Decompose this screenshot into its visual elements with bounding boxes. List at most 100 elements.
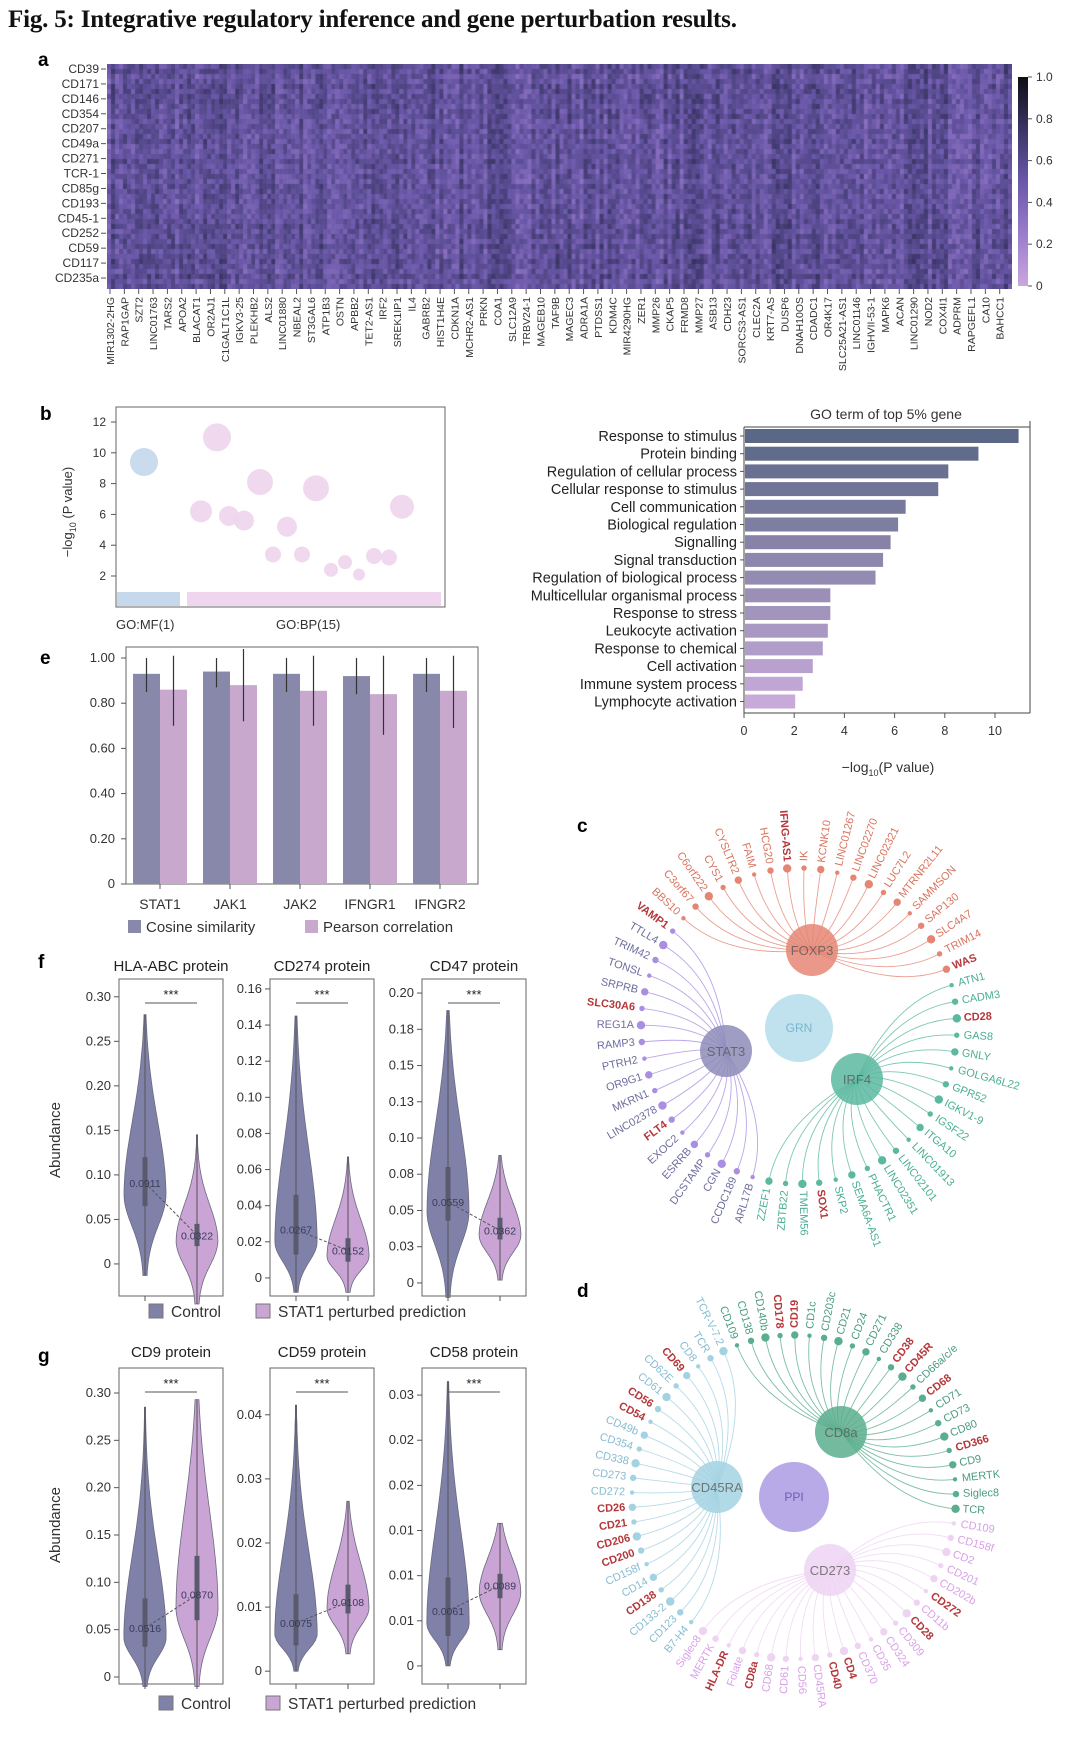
leaf-node — [692, 903, 699, 910]
leaf-node — [926, 935, 936, 944]
leaf-node — [712, 1635, 719, 1642]
leaf-node — [639, 1005, 645, 1012]
median-label: 0.0152 — [332, 1245, 364, 1257]
x-axis-label-sub: 10 — [869, 768, 879, 778]
leaf-node — [811, 1653, 820, 1662]
heatmap-row-label: CD171 — [62, 77, 100, 91]
colorbar-tick-label: 1.0 — [1036, 70, 1053, 84]
leaf-node — [892, 1620, 899, 1626]
heatmap-column-label: SREK1IP1 — [392, 297, 404, 347]
leaf-node — [815, 1179, 823, 1186]
heatmap-column-label: BAHCC1 — [995, 297, 1007, 340]
heatmap-column-label: BLACAT1 — [191, 297, 203, 343]
y-axis-label: Abundance — [47, 1102, 64, 1178]
y-tick-label: 12 — [93, 415, 107, 429]
legend-swatch-control — [148, 1303, 164, 1319]
violin-panel-title: CD274 protein — [274, 958, 371, 975]
leaf-node — [951, 1504, 960, 1514]
heatmap-column-label: SLC25A21-AS1 — [837, 297, 849, 371]
go-term-bubble — [294, 546, 310, 563]
y-tick-label: 0.03 — [237, 1471, 262, 1486]
group-label-bp: GO:BP(15) — [276, 617, 340, 632]
go-term-bubble — [366, 547, 382, 564]
leaf-node — [952, 1477, 958, 1482]
leaf-node — [698, 1626, 708, 1636]
go-bar — [745, 446, 979, 461]
leaf-node — [834, 1337, 843, 1346]
violin-frame — [269, 1367, 375, 1685]
heatmap-column-label: LINC01880 — [277, 297, 289, 350]
leaf-node — [835, 870, 840, 875]
leaf-node — [934, 1095, 944, 1104]
leaf-label: IK — [798, 850, 810, 861]
leaf-node — [680, 1130, 685, 1135]
bar-cosine — [133, 673, 160, 884]
go-term-label: Signal transduction — [614, 553, 737, 569]
heatmap-column-label: CLEC2A — [751, 297, 763, 338]
leaf-node — [753, 1651, 760, 1658]
legend-label: STAT1 perturbed prediction — [288, 1696, 476, 1713]
leaf-node — [940, 1432, 949, 1441]
leaf-label: FAIM — [739, 841, 758, 869]
heatmap-column-label: CDADC1 — [808, 297, 820, 340]
heatmap-column-label: APOA2 — [177, 297, 189, 332]
leaf-node — [734, 876, 742, 884]
hub-label: CD8a — [824, 1425, 858, 1440]
y-tick-label: 0.05 — [86, 1622, 111, 1637]
y-tick-label: 0 — [407, 1658, 414, 1673]
heatmap-column-label: RAP1GAP — [119, 297, 131, 347]
go-term-label: Cell communication — [610, 500, 737, 516]
leaf-node — [850, 874, 857, 881]
leaf-label: SKP2 — [832, 1185, 850, 1215]
significance-stars: *** — [466, 1376, 481, 1391]
hub-label: IRF4 — [843, 1072, 871, 1087]
panel-label-b: b — [40, 404, 52, 425]
leaf-label: KCNK10 — [816, 819, 834, 863]
y-tick-label: 1.00 — [90, 650, 115, 665]
y-tick-label: 0.30 — [86, 989, 111, 1004]
go-bar — [745, 535, 891, 550]
category-label: STAT1 — [139, 896, 181, 912]
leaf-node — [892, 1147, 900, 1154]
violin-frame — [421, 1367, 527, 1685]
leaf-node — [734, 1343, 740, 1348]
heatmap-column-label: HIST1H4E — [435, 297, 447, 347]
legend-label: Control — [171, 1304, 221, 1321]
significance-stars: *** — [163, 1376, 178, 1391]
y-tick-label: 0.10 — [237, 1089, 262, 1104]
y-tick-label: 0 — [108, 876, 115, 891]
go-term-label: Lymphocyte activation — [594, 695, 737, 711]
y-tick-label: 0.03 — [389, 1239, 414, 1254]
heatmap-column-label: KRT7-AS — [765, 297, 777, 341]
go-bar — [745, 606, 831, 620]
y-tick-label: 0.20 — [86, 1480, 111, 1495]
leaf-node — [854, 1642, 862, 1650]
legend-label: Cosine similarity — [146, 919, 256, 936]
leaf-label: ATN1 — [957, 970, 986, 989]
leaf-node — [801, 865, 807, 871]
heatmap-column-label: MIR4290HG — [622, 297, 634, 355]
y-tick-label: 0.40 — [90, 786, 115, 801]
heatmap-column-label: CDH23 — [722, 297, 734, 332]
leaf-label: MERTK — [961, 1468, 1001, 1484]
leaf-node — [704, 1152, 711, 1158]
median-trend-line — [144, 1594, 198, 1629]
colorbar-tick-label: 0.6 — [1036, 154, 1053, 168]
heatmap-column-label: SZT2 — [134, 297, 146, 323]
leaf-node — [864, 1165, 871, 1172]
heatmap-column-label: IGHVII-53-1 — [866, 297, 878, 353]
x-tick-label: 4 — [841, 724, 848, 738]
heatmap-column-label: COA1 — [492, 297, 504, 326]
y-tick-label: 0.13 — [389, 1094, 414, 1109]
leaf-node — [938, 1562, 944, 1569]
heatmap-column-label: DNAH10OS — [794, 297, 806, 354]
heatmap-column-label: PTDSS1 — [593, 297, 605, 338]
panel-label-c: c — [577, 816, 588, 837]
leaf-node — [951, 1048, 959, 1056]
leaf-node — [951, 998, 959, 1005]
go-term-label: Protein binding — [640, 447, 737, 463]
leaf-label: SLC30A6 — [586, 996, 635, 1013]
leaf-node — [640, 1431, 648, 1439]
leaf-node — [782, 864, 792, 873]
